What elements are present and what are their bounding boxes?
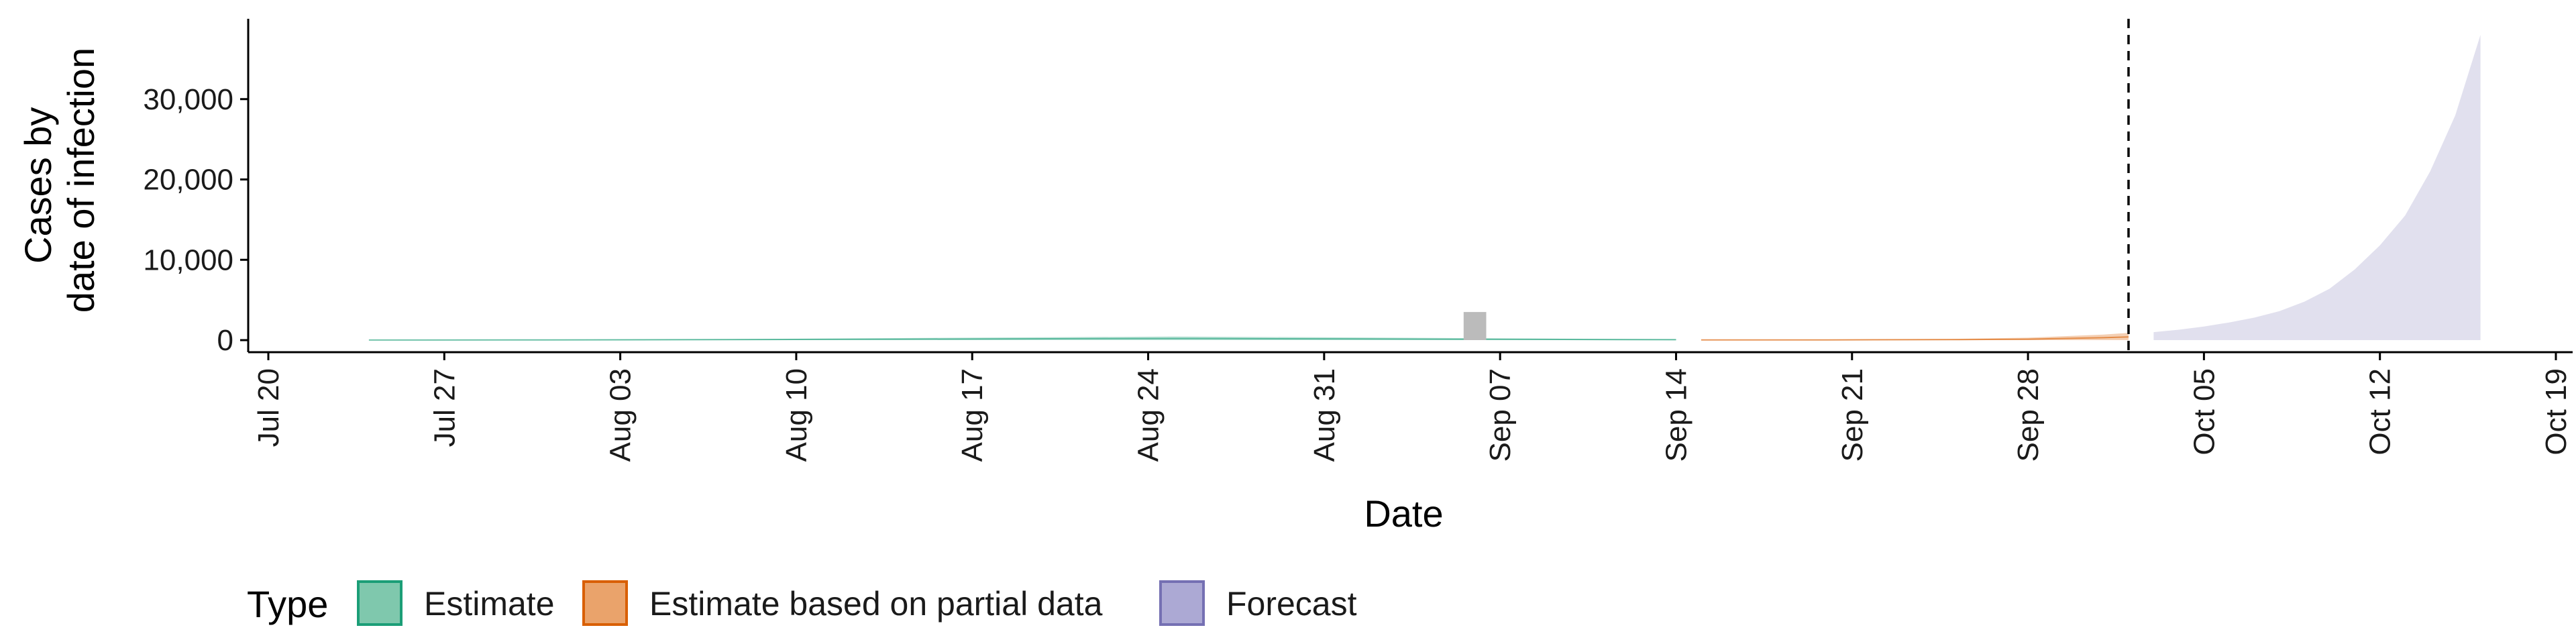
y-tick-label: 10,000 bbox=[143, 244, 233, 276]
legend-swatch bbox=[357, 580, 402, 626]
x-ticks: Jul 20 Jul 27 Aug 03 Aug 10 Aug 17 Aug 24 Aug … bbox=[252, 352, 2573, 462]
series-areas bbox=[368, 35, 2481, 341]
legend-item: Estimate bbox=[357, 580, 555, 626]
x-tick-label: Sep 28 bbox=[2012, 368, 2045, 462]
x-tick-label: Aug 10 bbox=[780, 368, 813, 462]
legend-swatch bbox=[1159, 580, 1205, 626]
legend-items: Estimate Estimate based on partial data Fo… bbox=[357, 580, 1357, 626]
x-tick-label: Aug 31 bbox=[1308, 368, 1341, 462]
x-tick-label: Oct 12 bbox=[2364, 368, 2397, 455]
x-tick-label: Oct 05 bbox=[2188, 368, 2220, 455]
series-median-0 bbox=[368, 337, 1676, 341]
y-axis-title-line-2: date of infection bbox=[60, 48, 102, 313]
legend-item: Estimate based on partial data bbox=[582, 580, 1103, 626]
series-area-2 bbox=[2153, 35, 2481, 340]
x-tick-label: Jul 27 bbox=[428, 368, 461, 447]
legend-item: Forecast bbox=[1159, 580, 1357, 626]
series-median-1 bbox=[1701, 336, 2129, 341]
x-tick-label: Sep 07 bbox=[1484, 368, 1517, 462]
x-tick-label: Aug 24 bbox=[1132, 368, 1165, 462]
y-axis-title: Cases by date of infection bbox=[17, 48, 102, 313]
legend: Type Estimate Estimate based on partial d… bbox=[247, 580, 1357, 626]
reported-bar-0 bbox=[1463, 312, 1487, 340]
legend-label: Estimate based on partial data bbox=[649, 585, 1103, 623]
y-axis-title-line-1: Cases by bbox=[17, 107, 59, 264]
x-tick-label: Aug 17 bbox=[956, 368, 989, 462]
x-tick-label: Aug 03 bbox=[604, 368, 637, 462]
legend-title: Type bbox=[247, 583, 328, 625]
reported-bars bbox=[1463, 312, 1487, 340]
y-tick-label: 20,000 bbox=[143, 164, 233, 197]
x-tick-label: Sep 21 bbox=[1836, 368, 1869, 462]
y-ticks: 0 10,000 20,000 30,000 bbox=[143, 83, 248, 357]
legend-label: Forecast bbox=[1226, 585, 1357, 623]
axes bbox=[247, 19, 2573, 354]
y-tick-label: 0 bbox=[217, 324, 233, 357]
legend-label: Estimate bbox=[424, 585, 555, 623]
x-tick-label: Sep 14 bbox=[1660, 368, 1693, 462]
legend-swatch bbox=[582, 580, 628, 626]
series-area-1 bbox=[1701, 333, 2129, 340]
y-tick-label: 30,000 bbox=[143, 83, 233, 116]
x-tick-label: Jul 20 bbox=[252, 368, 285, 447]
x-axis-title: Date bbox=[1364, 492, 1443, 535]
x-tick-label: Oct 19 bbox=[2540, 368, 2573, 455]
